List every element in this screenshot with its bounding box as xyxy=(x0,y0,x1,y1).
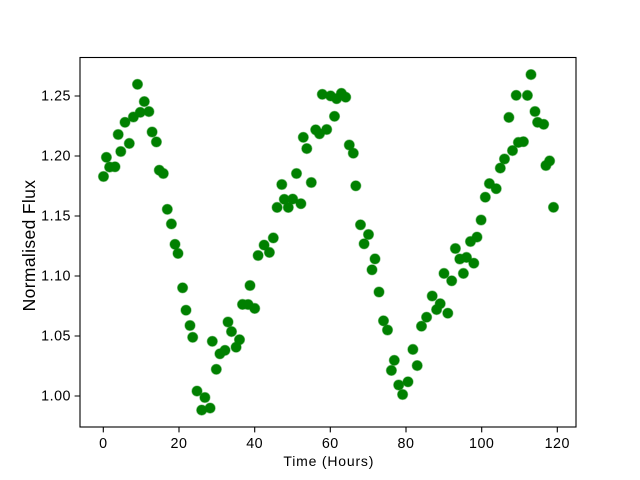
svg-text:40: 40 xyxy=(246,436,263,452)
svg-text:1.15: 1.15 xyxy=(41,209,71,225)
svg-text:80: 80 xyxy=(398,436,415,452)
svg-text:1.25: 1.25 xyxy=(41,89,71,105)
svg-text:20: 20 xyxy=(171,436,188,452)
svg-text:1.10: 1.10 xyxy=(41,269,71,285)
svg-text:1.05: 1.05 xyxy=(41,329,71,345)
svg-text:Time (Hours): Time (Hours) xyxy=(283,453,374,469)
svg-text:Normalised Flux: Normalised Flux xyxy=(19,180,39,312)
svg-text:120: 120 xyxy=(545,436,570,452)
svg-text:1.20: 1.20 xyxy=(41,149,71,165)
svg-text:0: 0 xyxy=(99,436,107,452)
svg-text:1.00: 1.00 xyxy=(41,389,71,405)
svg-text:100: 100 xyxy=(469,436,494,452)
svg-text:60: 60 xyxy=(322,436,339,452)
